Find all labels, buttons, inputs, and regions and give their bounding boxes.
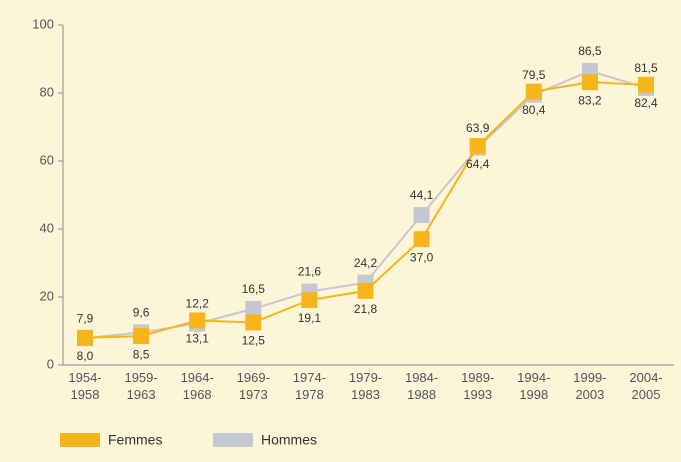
y-tick-label: 100 — [32, 16, 54, 31]
y-tick-label: 40 — [40, 220, 54, 235]
marker — [413, 231, 430, 248]
x-tick-line: 1988 — [407, 387, 436, 402]
y-tick-label: 0 — [47, 356, 54, 371]
legend-swatch — [60, 433, 100, 447]
marker — [357, 282, 374, 299]
x-tick-line: 1983 — [351, 387, 380, 402]
value-label: 86,5 — [578, 44, 602, 58]
x-tick-label: 1974- 1978 — [293, 370, 326, 402]
x-tick-label: 1979- 1983 — [349, 370, 382, 402]
x-tick-label: 1984- 1988 — [405, 370, 438, 402]
marker — [525, 83, 542, 100]
legend-label: Hommes — [261, 432, 317, 448]
x-tick-line: 1984- — [405, 370, 438, 385]
value-label: 83,2 — [578, 93, 602, 107]
value-label: 64,4 — [466, 157, 490, 171]
x-tick-label: 1999- 2003 — [573, 370, 606, 402]
value-label: 7,9 — [77, 311, 94, 325]
x-tick-line: 1968 — [183, 387, 212, 402]
marker — [245, 314, 262, 331]
marker — [189, 312, 206, 329]
x-tick-line: 1954- — [68, 370, 101, 385]
value-label: 13,1 — [186, 332, 210, 346]
marker — [413, 207, 430, 224]
legend-label: Femmes — [108, 432, 162, 448]
value-label: 82,4 — [634, 96, 658, 110]
x-tick-line: 1963 — [127, 387, 156, 402]
marker — [245, 300, 262, 317]
value-label: 12,5 — [242, 334, 266, 348]
x-tick-line: 2005 — [632, 387, 661, 402]
x-tick-line: 1969- — [237, 370, 270, 385]
x-tick-line: 1989- — [461, 370, 494, 385]
value-label: 63,9 — [466, 121, 490, 135]
x-tick-label: 1989- 1993 — [461, 370, 494, 402]
x-tick-line: 1978 — [295, 387, 324, 402]
y-tick-label: 80 — [40, 84, 54, 99]
x-tick-label: 1969- 1973 — [237, 370, 270, 402]
value-label: 21,6 — [298, 265, 322, 279]
y-tick-label: 60 — [40, 152, 54, 167]
value-label: 24,2 — [354, 256, 378, 270]
marker — [638, 76, 654, 93]
x-tick-line: 1994- — [517, 370, 550, 385]
marker — [133, 328, 150, 345]
x-tick-label: 1959- 1963 — [124, 370, 157, 402]
x-tick-line: 2003 — [575, 387, 604, 402]
x-tick-line: 1993 — [463, 387, 492, 402]
marker — [469, 138, 486, 155]
value-label: 8,0 — [77, 349, 94, 363]
value-label: 81,5 — [634, 61, 658, 75]
value-label: 37,0 — [410, 250, 434, 264]
value-label: 79,5 — [522, 68, 546, 82]
x-tick-label: 1954- 1958 — [68, 370, 101, 402]
x-tick-line: 1973 — [239, 387, 268, 402]
marker — [77, 329, 93, 346]
x-tick-line: 1964- — [181, 370, 214, 385]
value-label: 8,5 — [133, 347, 150, 361]
x-tick-line: 1974- — [293, 370, 326, 385]
x-tick-line: 2004- — [629, 370, 662, 385]
value-label: 9,6 — [133, 306, 150, 320]
value-label: 44,1 — [410, 188, 434, 202]
x-tick-line: 1998 — [519, 387, 548, 402]
y-tick-label: 20 — [40, 288, 54, 303]
x-tick-line: 1999- — [573, 370, 606, 385]
x-tick-label: 1994- 1998 — [517, 370, 550, 402]
marker — [581, 74, 598, 91]
value-label: 19,1 — [298, 311, 322, 325]
marker — [301, 292, 318, 309]
value-label: 21,8 — [354, 302, 378, 316]
x-tick-label: 2004- 2005 — [629, 370, 662, 402]
value-label: 12,2 — [186, 297, 210, 311]
x-tick-line: 1958 — [71, 387, 100, 402]
x-tick-line: 1959- — [124, 370, 157, 385]
value-label: 16,5 — [242, 282, 266, 296]
value-label: 80,4 — [522, 103, 546, 117]
x-tick-line: 1979- — [349, 370, 382, 385]
legend-swatch — [213, 433, 253, 447]
x-tick-label: 1964- 1968 — [181, 370, 214, 402]
